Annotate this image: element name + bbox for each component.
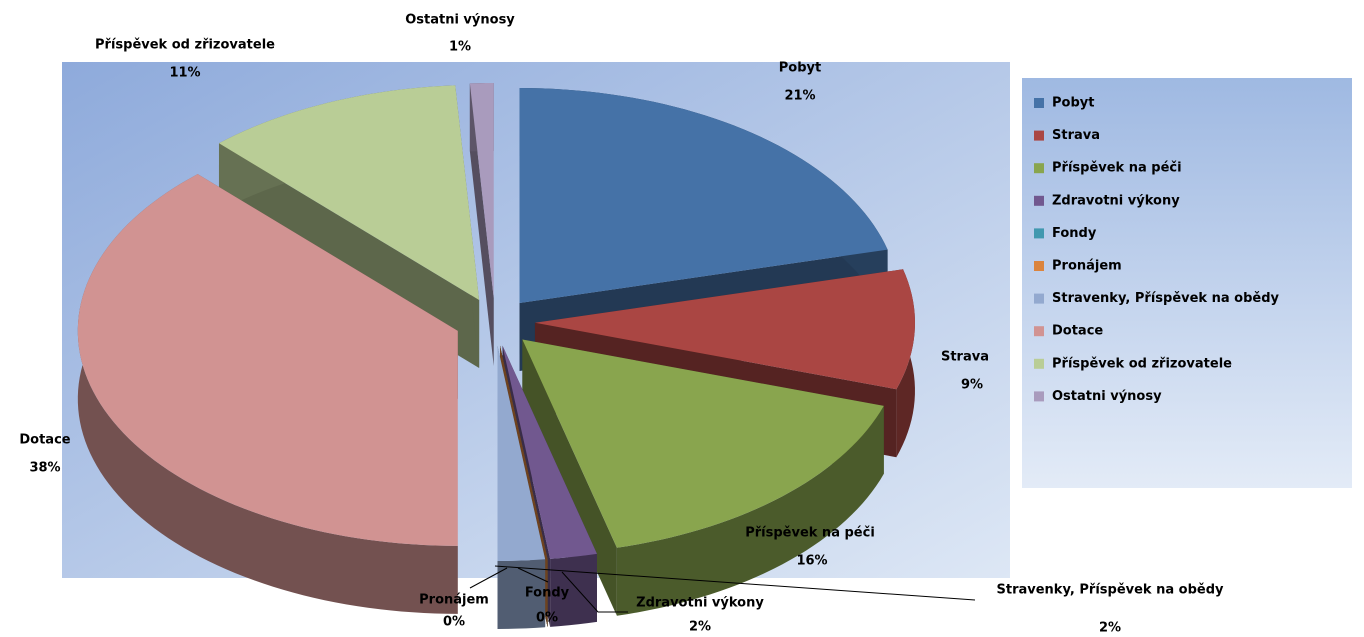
legend-swatch <box>1034 228 1044 239</box>
legend-label: Strava <box>1052 128 1100 143</box>
legend-label: Fondy <box>1052 226 1097 241</box>
data-label-name: Stravenky, Příspěvek na obědy <box>997 583 1225 598</box>
legend-swatch <box>1034 358 1044 369</box>
legend-swatch <box>1034 98 1044 108</box>
slice <box>218 85 480 300</box>
legend-box <box>1022 78 1352 488</box>
legend-label: Pronájem <box>1052 259 1122 274</box>
data-label-name: Příspěvek na péči <box>745 526 875 541</box>
slice <box>522 339 884 548</box>
data-label-name: Dotace <box>19 433 70 448</box>
data-label-name: Fondy <box>525 586 570 601</box>
data-label-value: 11% <box>169 66 200 81</box>
data-label-value: 16% <box>796 554 827 569</box>
slice <box>519 88 888 304</box>
slice <box>469 83 494 299</box>
legend-swatch <box>1034 261 1044 271</box>
legend-label: Příspěvek od zřizovatele <box>1052 356 1232 371</box>
legend-swatch <box>1034 163 1044 174</box>
leader-line <box>561 571 628 613</box>
leader-line <box>494 565 976 601</box>
legend-swatch <box>1034 326 1044 337</box>
slice <box>500 345 548 560</box>
slice-side <box>497 559 546 629</box>
data-label-name: Zdravotni výkony <box>636 596 764 611</box>
legend-label: Pobyt <box>1052 96 1094 111</box>
data-label-name: Pronájem <box>419 593 489 608</box>
data-label-value: 2% <box>1099 621 1121 636</box>
slice-wall <box>469 83 494 367</box>
data-label-name: Ostatni výnosy <box>405 13 515 28</box>
slice-tops <box>77 83 915 561</box>
legend-label: Zdravotni výkony <box>1052 193 1180 208</box>
legend-swatch <box>1034 195 1044 206</box>
data-label-value: 38% <box>29 461 60 476</box>
data-label-value: 9% <box>961 378 983 393</box>
slice-side <box>616 405 884 616</box>
data-label-name: Pobyt <box>779 61 821 76</box>
slice <box>77 174 458 546</box>
slice <box>497 345 546 561</box>
legend-label: Stravenky, Příspěvek na obědy <box>1052 291 1280 306</box>
legend-swatch <box>1034 130 1044 141</box>
slice <box>534 269 915 390</box>
legend-label: Ostatni výnosy <box>1052 389 1162 404</box>
slice-side <box>77 174 458 614</box>
leader-line <box>469 567 508 589</box>
data-label-name: Strava <box>941 350 989 365</box>
data-label-value: 1% <box>449 40 471 55</box>
slice <box>502 345 597 559</box>
legend-label: Dotace <box>1052 324 1103 339</box>
data-label-value: 2% <box>689 620 711 635</box>
leader-line <box>517 567 549 583</box>
legend-swatch <box>1034 293 1044 304</box>
data-label-value: 0% <box>443 615 465 630</box>
labels: Pobyt 21% Pobyt Strava 9% Strava Příspěvek na … <box>19 13 1279 636</box>
data-label-name: Příspěvek od zřizovatele <box>95 38 275 53</box>
legend-swatch <box>1034 391 1044 402</box>
data-label-value: 21% <box>784 89 815 104</box>
legend-label: Příspěvek na péči <box>1052 161 1182 176</box>
data-label-value: 0% <box>536 611 558 626</box>
